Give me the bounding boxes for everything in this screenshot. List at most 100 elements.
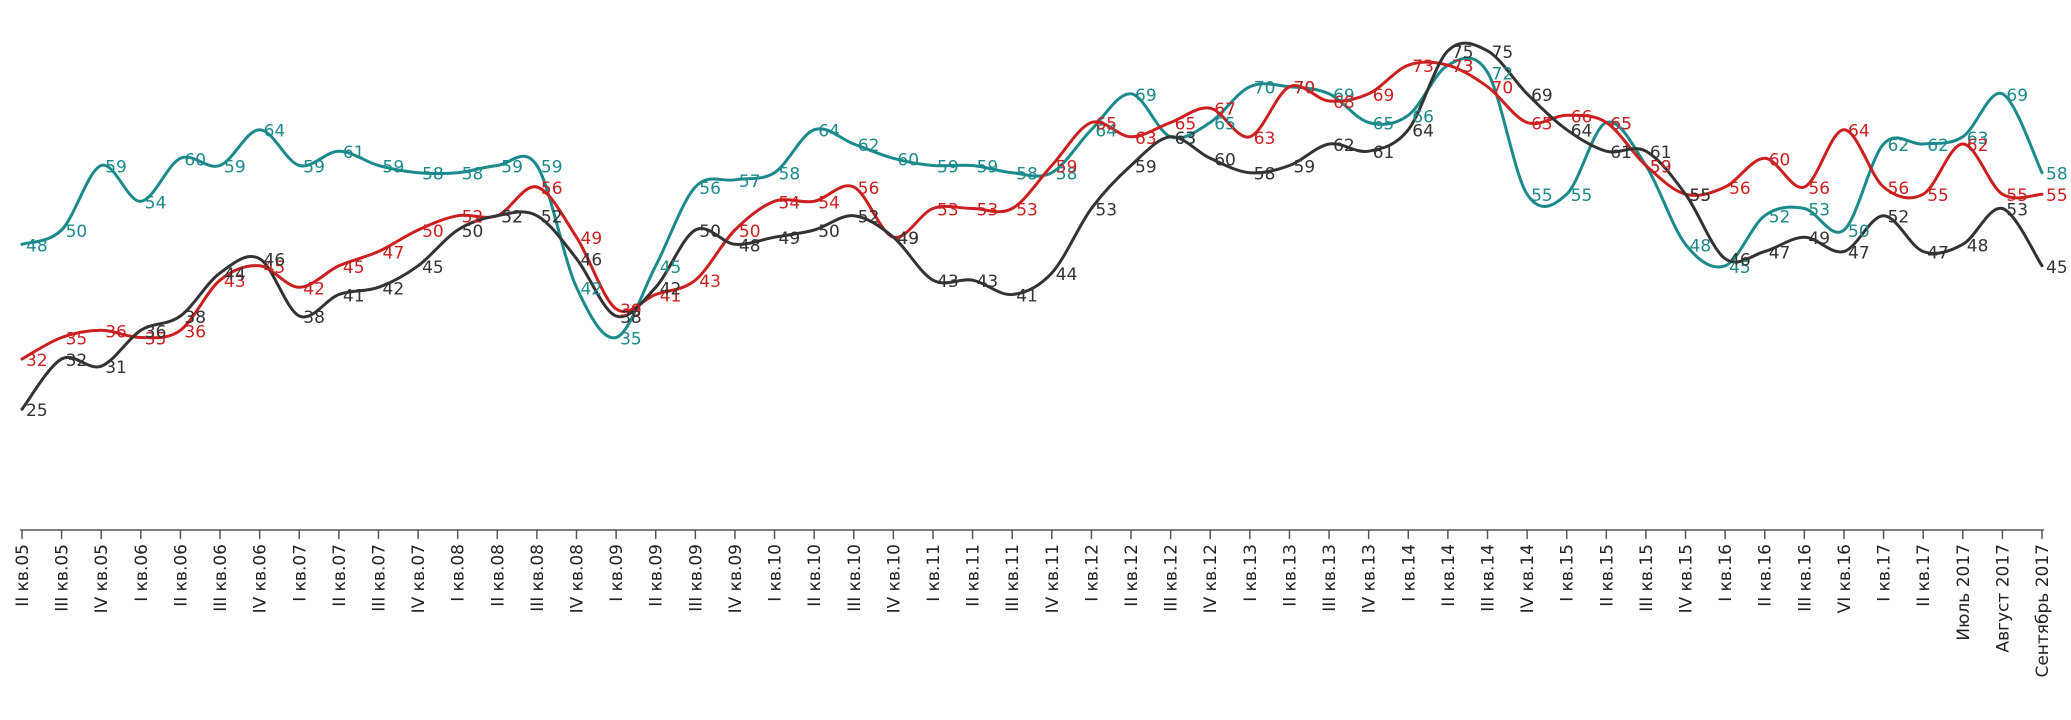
data-label: 35 [145, 330, 167, 350]
data-label: 47 [1769, 244, 1791, 264]
data-label: 66 [1412, 107, 1434, 127]
x-tick-label: Август 2017 [1993, 544, 2013, 653]
data-label: 65 [1095, 115, 1117, 135]
data-label: 63 [1135, 129, 1157, 149]
data-label: 45 [1729, 258, 1751, 278]
x-tick-label: III кв.11 [1003, 544, 1023, 612]
data-label: 60 [897, 150, 919, 170]
x-tick-label: IV кв.07 [409, 544, 429, 613]
x-tick-label: I кв.08 [449, 544, 469, 602]
data-label: 70 [1294, 79, 1316, 99]
data-label: 42 [383, 279, 405, 299]
x-tick-label: I кв.14 [1399, 544, 1419, 602]
x-tick-label: II кв.14 [1439, 544, 1459, 607]
data-label: 69 [2006, 86, 2028, 106]
x-tick-label: I кв.15 [1558, 544, 1578, 602]
data-label: 61 [1373, 143, 1395, 163]
data-label: 49 [897, 229, 919, 249]
data-label: 35 [66, 330, 88, 350]
data-label: 47 [1927, 244, 1949, 264]
data-label: 59 [1294, 158, 1316, 178]
x-tick-label: IV кв.10 [884, 544, 904, 613]
data-label: 36 [145, 322, 167, 342]
x-tick-label: I кв.06 [132, 544, 152, 602]
data-label: 65 [1610, 115, 1632, 135]
x-tick-label: III кв.09 [686, 544, 706, 612]
data-label: 50 [66, 222, 88, 242]
data-label: 59 [1650, 158, 1672, 178]
data-label: 42 [660, 279, 682, 299]
data-label: 55 [1927, 186, 1949, 206]
data-label: 52 [858, 208, 880, 228]
x-tick-label: I кв.10 [766, 544, 786, 602]
data-label: 65 [1175, 115, 1197, 135]
data-label: 59 [303, 158, 325, 178]
data-label: 52 [501, 208, 523, 228]
data-label: 54 [779, 193, 801, 213]
data-label: 48 [739, 236, 761, 256]
data-label: 75 [1492, 43, 1514, 63]
x-tick-label: II кв.12 [1122, 544, 1142, 607]
x-tick-label: I кв.16 [1716, 544, 1736, 602]
data-label: 62 [1888, 136, 1910, 156]
data-label: 52 [462, 208, 484, 228]
data-label: 58 [1016, 165, 1038, 185]
data-label: 38 [303, 308, 325, 328]
x-tick-label: IV кв.14 [1518, 544, 1538, 613]
data-label: 63 [1967, 129, 1989, 149]
data-label: 56 [1729, 179, 1751, 199]
data-label: 53 [937, 201, 959, 221]
data-label: 57 [739, 172, 761, 192]
x-tick-label: II кв.11 [964, 544, 984, 607]
data-label: 70 [1492, 79, 1514, 99]
data-label: 62 [858, 136, 880, 156]
data-label: 58 [1056, 165, 1078, 185]
data-label: 59 [1135, 158, 1157, 178]
x-tick-label: II кв.17 [1914, 544, 1934, 607]
data-label: 63 [1175, 129, 1197, 149]
data-label: 58 [422, 165, 444, 185]
data-label: 50 [422, 222, 444, 242]
data-label: 61 [1610, 143, 1632, 163]
data-label: 59 [1056, 158, 1078, 178]
data-label: 52 [541, 208, 563, 228]
x-tick-label: I кв.11 [924, 544, 944, 602]
data-label: 45 [2046, 258, 2068, 278]
x-tick-label: IV кв.08 [568, 544, 588, 613]
x-tick-label: Июль 2017 [1954, 544, 1974, 641]
x-tick-label: III кв.06 [211, 544, 231, 612]
data-label: 69 [1531, 86, 1553, 106]
data-label: 58 [779, 165, 801, 185]
data-label: 64 [818, 122, 840, 142]
data-label: 55 [1571, 186, 1593, 206]
x-tick-label: VI кв.16 [1835, 544, 1855, 613]
data-label: 75 [1452, 43, 1474, 63]
x-tick-label: III кв.15 [1637, 544, 1657, 612]
x-tick-label: IV кв.09 [726, 544, 746, 613]
x-tick-label: III кв.08 [528, 544, 548, 612]
data-label: 41 [343, 287, 365, 307]
data-label: 45 [264, 258, 286, 278]
data-label: 68 [1333, 93, 1355, 113]
x-tick-label: II кв.16 [1756, 544, 1776, 607]
data-label: 45 [660, 258, 682, 278]
x-tick-label: III кв.16 [1795, 544, 1815, 612]
data-label: 60 [1769, 150, 1791, 170]
data-label: 56 [699, 179, 721, 199]
data-label: 31 [105, 358, 127, 378]
data-label: 55 [1690, 186, 1712, 206]
data-label: 62 [1967, 136, 1989, 156]
data-label: 59 [1650, 158, 1672, 178]
data-label: 53 [2006, 201, 2028, 221]
data-label: 41 [1016, 287, 1038, 307]
data-label: 62 [1333, 136, 1355, 156]
data-label: 46 [1729, 251, 1751, 271]
data-label: 36 [184, 322, 206, 342]
x-tick-label: IV кв.12 [1201, 544, 1221, 613]
data-label: 64 [1095, 122, 1117, 142]
x-tick-label: III кв.10 [845, 544, 865, 612]
data-label: 58 [2046, 165, 2068, 185]
data-label: 49 [581, 229, 603, 249]
data-label: 38 [184, 308, 206, 328]
